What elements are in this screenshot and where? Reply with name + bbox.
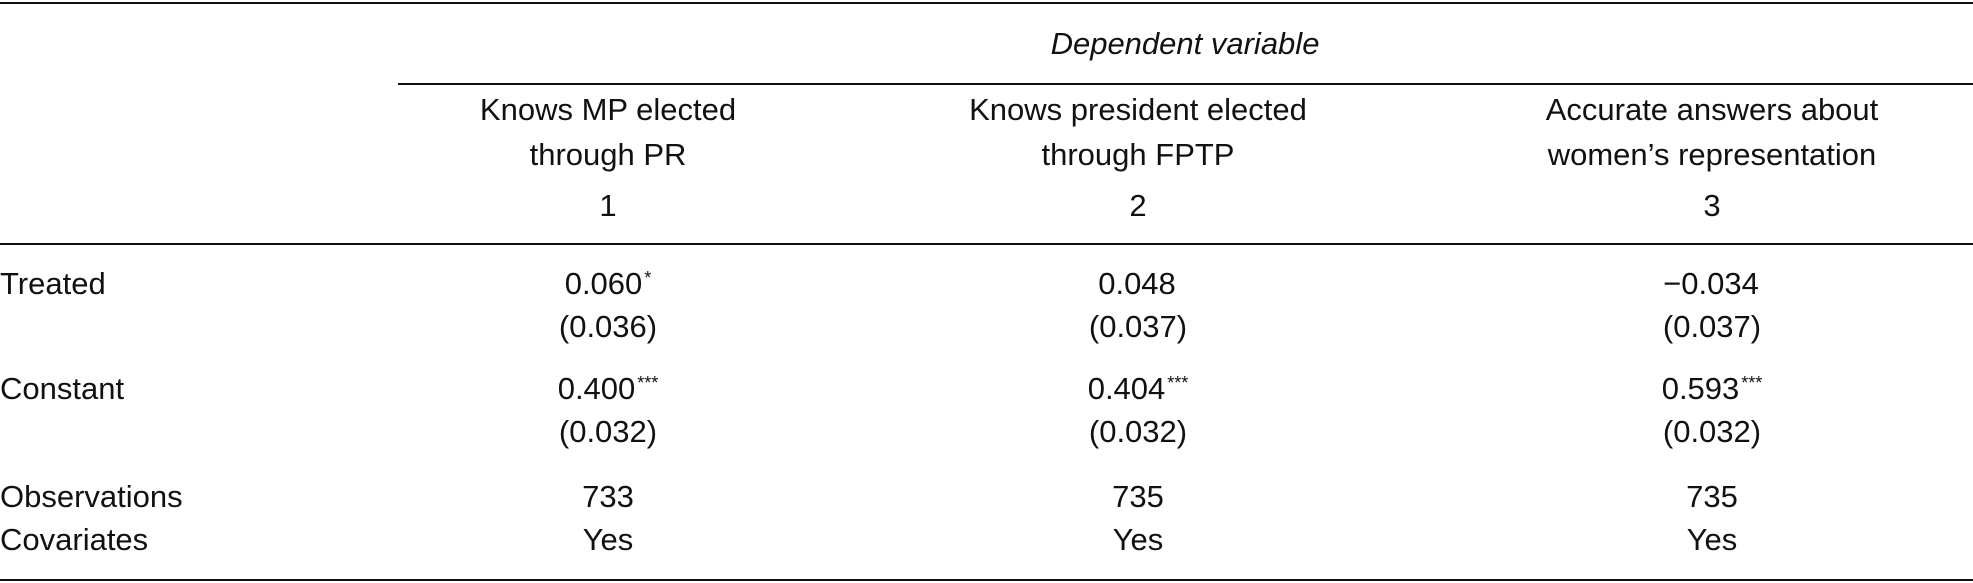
header-rule bbox=[0, 243, 1973, 245]
cell-se: (0.032) bbox=[558, 414, 658, 449]
cell-coef: 0.400 *** bbox=[557, 371, 659, 406]
dependent-variable-label: Dependent variable bbox=[1050, 26, 1320, 61]
cell-se: (0.037) bbox=[1662, 309, 1762, 344]
column-1-header-line1: Knows MP elected bbox=[479, 92, 737, 127]
significance-stars: *** bbox=[637, 373, 659, 393]
significance-stars: *** bbox=[1741, 373, 1763, 393]
cell-coef: 0.048 bbox=[1098, 266, 1176, 301]
cell-coef: 0.404 *** bbox=[1087, 371, 1189, 406]
spanner-rule bbox=[398, 83, 1973, 85]
cell-coef: 0.593 *** bbox=[1661, 371, 1763, 406]
row-label-observations: Observations bbox=[0, 479, 183, 514]
column-2-header-line1: Knows president elected bbox=[969, 92, 1307, 127]
bottom-rule bbox=[0, 579, 1973, 581]
observations-value: 735 bbox=[1112, 479, 1164, 514]
row-label-treated: Treated bbox=[0, 266, 106, 301]
cell-se: (0.032) bbox=[1088, 414, 1188, 449]
row-label-covariates: Covariates bbox=[0, 522, 149, 557]
cell-se: (0.036) bbox=[558, 309, 658, 344]
cell-se: (0.032) bbox=[1662, 414, 1762, 449]
column-1-number: 1 bbox=[599, 188, 617, 223]
column-3-number: 3 bbox=[1703, 188, 1721, 223]
cell-coef: −0.034 bbox=[1663, 266, 1759, 301]
cell-se: (0.037) bbox=[1088, 309, 1188, 344]
significance-stars: * bbox=[644, 268, 652, 288]
observations-value: 733 bbox=[582, 479, 634, 514]
column-1-header-line2: through PR bbox=[529, 137, 687, 172]
covariates-value: Yes bbox=[582, 522, 634, 557]
column-2-number: 2 bbox=[1129, 188, 1147, 223]
top-rule bbox=[0, 2, 1973, 4]
covariates-value: Yes bbox=[1686, 522, 1738, 557]
row-label-constant: Constant bbox=[0, 371, 125, 406]
column-2-header-line2: through FPTP bbox=[1041, 137, 1235, 172]
significance-stars: *** bbox=[1167, 373, 1189, 393]
observations-value: 735 bbox=[1686, 479, 1738, 514]
cell-coef: 0.060 * bbox=[564, 266, 652, 301]
column-3-header-line2: women’s representation bbox=[1547, 137, 1877, 172]
column-3-header-line1: Accurate answers about bbox=[1545, 92, 1879, 127]
covariates-value: Yes bbox=[1112, 522, 1164, 557]
